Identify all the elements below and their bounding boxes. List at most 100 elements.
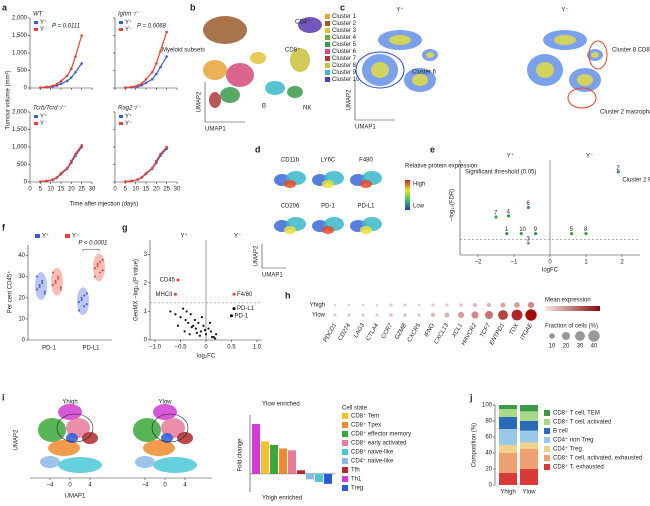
x-tick-label: −1.0 bbox=[149, 345, 162, 351]
subplot-title: Rag2⁻/⁻ bbox=[118, 106, 141, 112]
group-label: Y⁻ bbox=[586, 154, 593, 160]
point-label: 1 bbox=[505, 227, 509, 233]
annotation: Cluster 2 macrophages bbox=[600, 110, 650, 116]
legend-swatch bbox=[65, 234, 70, 238]
point bbox=[70, 159, 73, 163]
legend-swatch bbox=[34, 28, 38, 31]
point bbox=[616, 170, 621, 174]
point bbox=[188, 333, 191, 336]
marker-label: CD11b bbox=[281, 158, 300, 164]
point bbox=[155, 62, 158, 65]
bar bbox=[324, 473, 332, 484]
cluster-blob bbox=[412, 74, 428, 86]
dot bbox=[471, 311, 479, 319]
point bbox=[584, 232, 588, 236]
point bbox=[43, 290, 46, 293]
point bbox=[39, 86, 42, 89]
legend-label: Cluster 9 bbox=[332, 70, 357, 76]
legend-label: CD8⁺ Tem bbox=[351, 413, 379, 420]
legend-swatch bbox=[325, 49, 330, 54]
legend-swatch bbox=[342, 467, 348, 473]
y-tick-label: 40 bbox=[485, 451, 492, 457]
legend-label: CD8⁺ effector memory bbox=[351, 431, 411, 438]
gene-label: TOX bbox=[509, 322, 521, 336]
point bbox=[193, 318, 196, 322]
bar bbox=[261, 441, 269, 474]
point bbox=[74, 152, 77, 156]
gene-label: TCF7 bbox=[479, 322, 492, 339]
point bbox=[187, 321, 190, 324]
panel-letter: a bbox=[2, 2, 8, 12]
legend-swatch bbox=[342, 476, 348, 482]
cluster-blob bbox=[203, 16, 247, 44]
y-tick-label: 3 bbox=[144, 252, 148, 258]
highlight-ring bbox=[567, 87, 597, 109]
cluster-blob bbox=[577, 74, 593, 86]
point bbox=[65, 74, 69, 78]
cluster-blob bbox=[220, 87, 240, 103]
point-label: PD-1 bbox=[234, 313, 248, 319]
point bbox=[494, 215, 498, 219]
y-tick-label: 80 bbox=[485, 419, 492, 425]
point bbox=[78, 301, 80, 303]
point bbox=[199, 330, 203, 333]
cluster-blob bbox=[58, 404, 82, 420]
x-tick-label: 0 bbox=[163, 483, 167, 489]
x-tick-label: 25 bbox=[78, 187, 85, 193]
legend-label: CD4⁺ non Treg bbox=[553, 437, 594, 444]
point bbox=[140, 82, 144, 85]
legend-swatch bbox=[325, 14, 330, 19]
gene-label: ITGAE bbox=[520, 322, 535, 341]
point bbox=[169, 310, 172, 313]
dot bbox=[444, 312, 450, 318]
bar-segment bbox=[520, 421, 538, 431]
group-label: Y⁻ bbox=[234, 234, 241, 240]
point bbox=[200, 316, 204, 319]
y-tick-label: 1,500 bbox=[12, 127, 28, 133]
x-tick-label: PD-L1 bbox=[82, 346, 100, 352]
cluster-blob bbox=[287, 86, 303, 98]
point bbox=[204, 333, 208, 336]
point bbox=[94, 267, 96, 270]
bar-segment bbox=[499, 409, 517, 417]
point bbox=[155, 72, 158, 76]
legend-label: Y⁻ bbox=[40, 27, 47, 33]
legend-swatch bbox=[544, 446, 550, 452]
cluster-blob bbox=[536, 62, 554, 78]
dot bbox=[459, 303, 463, 307]
row-label: Ylow bbox=[312, 313, 326, 319]
point bbox=[65, 79, 69, 83]
point bbox=[101, 269, 104, 272]
x-tick-label: 0.5 bbox=[227, 345, 236, 351]
x-tick-label: PD-1 bbox=[42, 346, 56, 352]
point bbox=[59, 79, 63, 83]
point-label: MHCII bbox=[155, 292, 172, 298]
subplot-title: WT bbox=[33, 12, 44, 18]
bar bbox=[270, 444, 278, 474]
legend-label: Y⁻ bbox=[40, 121, 47, 127]
panel-letter: c bbox=[340, 2, 345, 12]
dot bbox=[389, 303, 393, 307]
legend-label: Y⁺ bbox=[125, 19, 132, 26]
cluster-blob bbox=[82, 432, 98, 444]
point bbox=[150, 70, 154, 74]
violin bbox=[93, 253, 105, 282]
legend-swatch bbox=[119, 115, 123, 118]
point bbox=[57, 275, 60, 278]
highlight-ring bbox=[355, 51, 405, 89]
point bbox=[99, 260, 102, 263]
legend-swatch bbox=[119, 122, 123, 125]
dot bbox=[347, 313, 351, 317]
x-tick-label: 20 bbox=[153, 187, 160, 193]
point bbox=[534, 232, 538, 236]
annotation: NK bbox=[303, 106, 311, 112]
annotation: Significant threshold (0.05) bbox=[465, 170, 536, 176]
annotation: Cluster 2 F480⁺ macrophages bbox=[622, 176, 650, 183]
gene-label: GZMB bbox=[394, 323, 408, 341]
cluster-blob bbox=[554, 35, 576, 45]
x-tick-label: 4 bbox=[88, 483, 92, 489]
size-key bbox=[588, 330, 600, 342]
legend-label: Th1 bbox=[351, 477, 362, 483]
point bbox=[519, 232, 523, 236]
